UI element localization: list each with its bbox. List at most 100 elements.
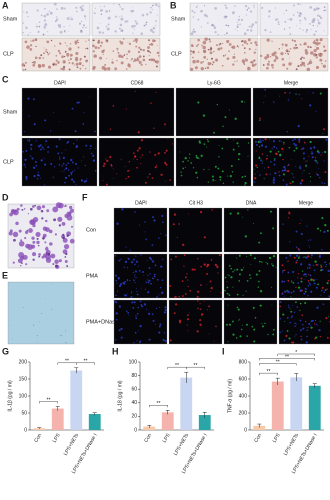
texture-dot bbox=[295, 334, 297, 336]
texture-dot bbox=[293, 311, 296, 314]
texture-dot bbox=[279, 331, 282, 333]
texture-dot bbox=[154, 153, 157, 156]
texture-dot bbox=[197, 307, 199, 310]
texture-dot bbox=[80, 29, 83, 32]
texture-dot bbox=[307, 327, 309, 329]
texture-dot bbox=[90, 152, 93, 155]
texture-dot bbox=[287, 290, 290, 293]
texture-dot bbox=[128, 161, 131, 163]
panel-letter: B bbox=[170, 0, 177, 10]
texture-dot bbox=[300, 338, 303, 341]
texture-dot bbox=[149, 52, 152, 54]
texture-dot bbox=[281, 147, 284, 151]
texture-dot bbox=[246, 9, 249, 11]
texture-dot bbox=[58, 158, 61, 160]
texture-dot bbox=[105, 158, 107, 160]
texture-dot bbox=[133, 58, 137, 62]
texture-dot bbox=[294, 144, 298, 147]
texture-dot bbox=[20, 239, 23, 242]
texture-dot bbox=[243, 40, 247, 44]
texture-dot bbox=[66, 265, 69, 268]
texture-dot bbox=[97, 46, 100, 49]
sig-label: ** bbox=[276, 359, 280, 365]
texture-dot bbox=[284, 290, 287, 293]
texture-dot bbox=[18, 240, 25, 247]
texture-dot bbox=[302, 256, 305, 259]
texture-dot bbox=[294, 325, 296, 327]
texture-dot bbox=[48, 52, 51, 54]
texture-dot bbox=[68, 31, 69, 33]
texture-dot bbox=[68, 211, 72, 215]
texture-dot bbox=[288, 292, 291, 294]
texture-dot bbox=[308, 63, 310, 65]
texture-dot bbox=[148, 39, 150, 42]
texture-dot bbox=[158, 294, 160, 296]
texture-dot bbox=[136, 312, 139, 315]
texture-dot bbox=[327, 316, 329, 318]
texture-dot bbox=[283, 143, 285, 145]
image-tile bbox=[252, 87, 329, 137]
texture-dot bbox=[65, 342, 67, 344]
texture-dot bbox=[316, 161, 319, 164]
texture-dot bbox=[303, 62, 305, 64]
texture-dot bbox=[279, 318, 282, 320]
texture-dot bbox=[33, 174, 36, 178]
texture-dot bbox=[312, 41, 316, 44]
texture-dot bbox=[144, 221, 146, 223]
texture-dot bbox=[291, 316, 293, 319]
texture-dot bbox=[45, 140, 48, 143]
texture-dot bbox=[315, 336, 318, 339]
texture-dot bbox=[136, 166, 138, 169]
texture-dot bbox=[65, 164, 68, 166]
texture-dot bbox=[303, 292, 306, 295]
texture-dot bbox=[249, 26, 251, 28]
texture-dot bbox=[162, 338, 165, 342]
texture-dot bbox=[147, 312, 151, 315]
texture-dot bbox=[138, 46, 141, 49]
texture-dot bbox=[305, 341, 308, 344]
texture-dot bbox=[322, 303, 325, 306]
texture-dot bbox=[112, 178, 114, 180]
texture-dot bbox=[322, 64, 327, 68]
texture-dot bbox=[292, 290, 295, 293]
texture-dot bbox=[126, 279, 129, 281]
texture-dot bbox=[301, 314, 304, 317]
bar bbox=[70, 370, 83, 430]
texture-dot bbox=[125, 294, 128, 297]
texture-dot bbox=[307, 63, 309, 65]
texture-dot bbox=[127, 63, 131, 68]
texture-dot bbox=[236, 60, 238, 62]
texture-dot bbox=[238, 15, 241, 18]
texture-dot bbox=[135, 45, 138, 48]
texture-dot bbox=[309, 147, 313, 150]
texture-dot bbox=[266, 66, 269, 70]
texture-dot bbox=[187, 285, 189, 288]
texture-dot bbox=[208, 38, 211, 41]
texture-dot bbox=[89, 145, 92, 147]
texture-dot bbox=[295, 246, 298, 248]
bar bbox=[143, 426, 156, 430]
texture-dot bbox=[273, 176, 276, 179]
texture-dot bbox=[58, 259, 62, 263]
texture-dot bbox=[61, 67, 66, 71]
texture-dot bbox=[310, 325, 312, 327]
texture-dot bbox=[119, 23, 123, 27]
texture-dot bbox=[295, 254, 299, 257]
texture-dot bbox=[115, 274, 117, 277]
texture-dot bbox=[226, 323, 228, 326]
texture-dot bbox=[321, 217, 324, 220]
texture-dot bbox=[304, 301, 307, 305]
texture-dot bbox=[82, 4, 84, 7]
texture-dot bbox=[200, 66, 204, 71]
texture-dot bbox=[67, 140, 70, 143]
texture-dot bbox=[202, 40, 207, 45]
texture-dot bbox=[284, 295, 285, 297]
texture-dot bbox=[105, 183, 108, 186]
texture-dot bbox=[18, 229, 22, 233]
texture-dot bbox=[307, 239, 309, 241]
texture-dot bbox=[249, 61, 252, 64]
texture-dot bbox=[283, 339, 286, 342]
texture-dot bbox=[44, 184, 46, 186]
texture-dot bbox=[15, 221, 19, 226]
texture-dot bbox=[77, 46, 80, 49]
